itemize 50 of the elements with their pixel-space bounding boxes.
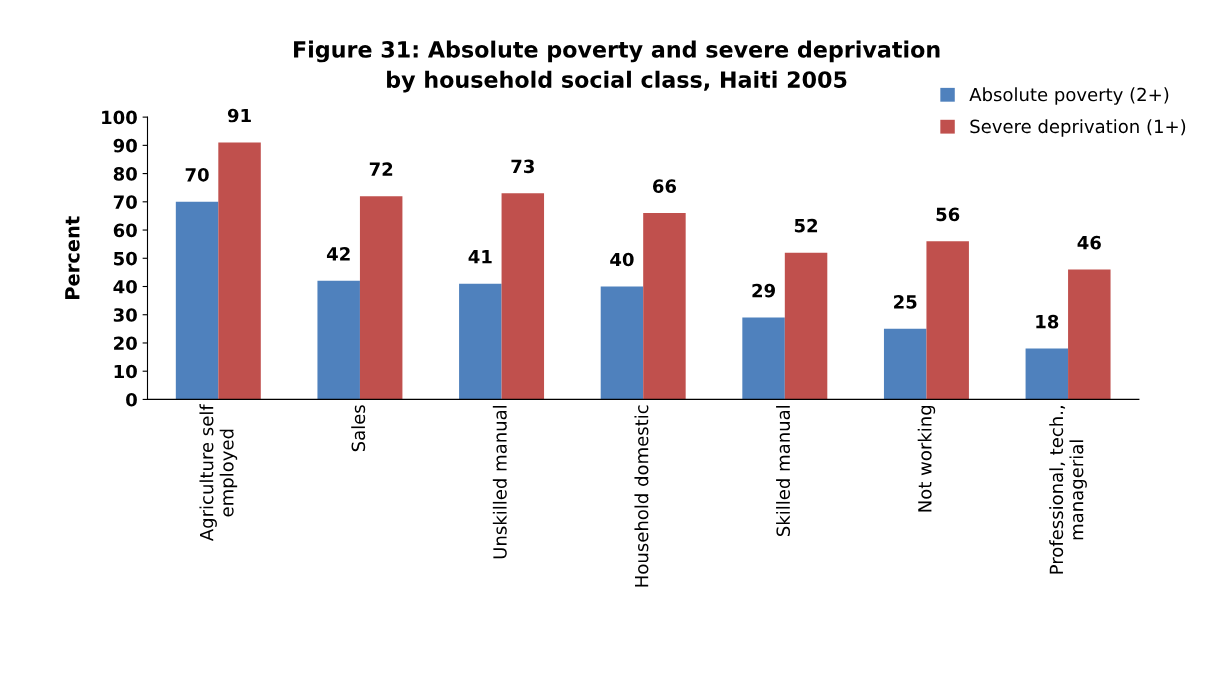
data-label: 46 bbox=[1077, 235, 1101, 250]
x-tick-label: Unskilled manual bbox=[492, 405, 507, 559]
bar bbox=[317, 280, 360, 400]
x-tick-label: Not working bbox=[917, 405, 936, 512]
data-label: 70 bbox=[185, 167, 209, 182]
y-tick-label: 0 bbox=[126, 392, 137, 407]
data-label: 72 bbox=[369, 162, 393, 176]
data-label: 41 bbox=[468, 250, 492, 264]
x-tick-label: Professional, tech., managerial bbox=[1049, 406, 1087, 574]
y-tick-label: 30 bbox=[113, 308, 137, 322]
x-tick-label: Skilled manual bbox=[776, 405, 791, 536]
y-tick-label: 50 bbox=[114, 251, 137, 266]
data-label: 91 bbox=[227, 108, 251, 123]
data-label: 56 bbox=[936, 207, 960, 222]
chart-title: Figure 31: Absolute poverty and severe deprivation by household social class, Haiti 2005 bbox=[294, 40, 940, 93]
bar bbox=[218, 142, 261, 400]
data-label: 18 bbox=[1036, 314, 1059, 329]
bar bbox=[175, 201, 219, 400]
legend-label: Absolute poverty (2+) bbox=[969, 87, 1169, 105]
y-tick-label: 80 bbox=[113, 167, 137, 181]
y-tick-label: 90 bbox=[113, 138, 137, 153]
bar bbox=[501, 193, 545, 400]
y-tick-label: 100 bbox=[102, 110, 137, 125]
data-label: 66 bbox=[652, 179, 677, 193]
y-tick-label: 60 bbox=[113, 223, 137, 238]
y-axis-title: Percent bbox=[65, 216, 80, 299]
bar bbox=[359, 196, 403, 400]
y-tick-label: 70 bbox=[113, 195, 137, 209]
x-tick-label: Agriculture self employed bbox=[199, 403, 238, 542]
bar bbox=[1068, 269, 1111, 400]
bar bbox=[1025, 348, 1069, 400]
bar bbox=[600, 286, 644, 400]
data-label: 40 bbox=[610, 252, 634, 267]
x-tick-label: Sales bbox=[351, 405, 366, 452]
bar bbox=[742, 317, 785, 400]
bar bbox=[459, 283, 502, 400]
y-tick-label: 40 bbox=[113, 279, 137, 294]
y-tick-label: 20 bbox=[114, 336, 137, 351]
data-label: 52 bbox=[794, 218, 818, 233]
bar bbox=[643, 213, 686, 400]
y-tick-label: 10 bbox=[114, 364, 137, 379]
bar bbox=[926, 241, 969, 400]
data-label: 29 bbox=[752, 283, 775, 298]
legend-label: Severe deprivation (1+) bbox=[970, 119, 1186, 137]
data-label: 25 bbox=[894, 295, 917, 309]
data-label: 73 bbox=[511, 159, 534, 174]
bar bbox=[883, 328, 927, 400]
x-tick-label: Household domestic bbox=[634, 405, 649, 587]
bar bbox=[784, 252, 828, 400]
data-label: 42 bbox=[326, 247, 350, 261]
